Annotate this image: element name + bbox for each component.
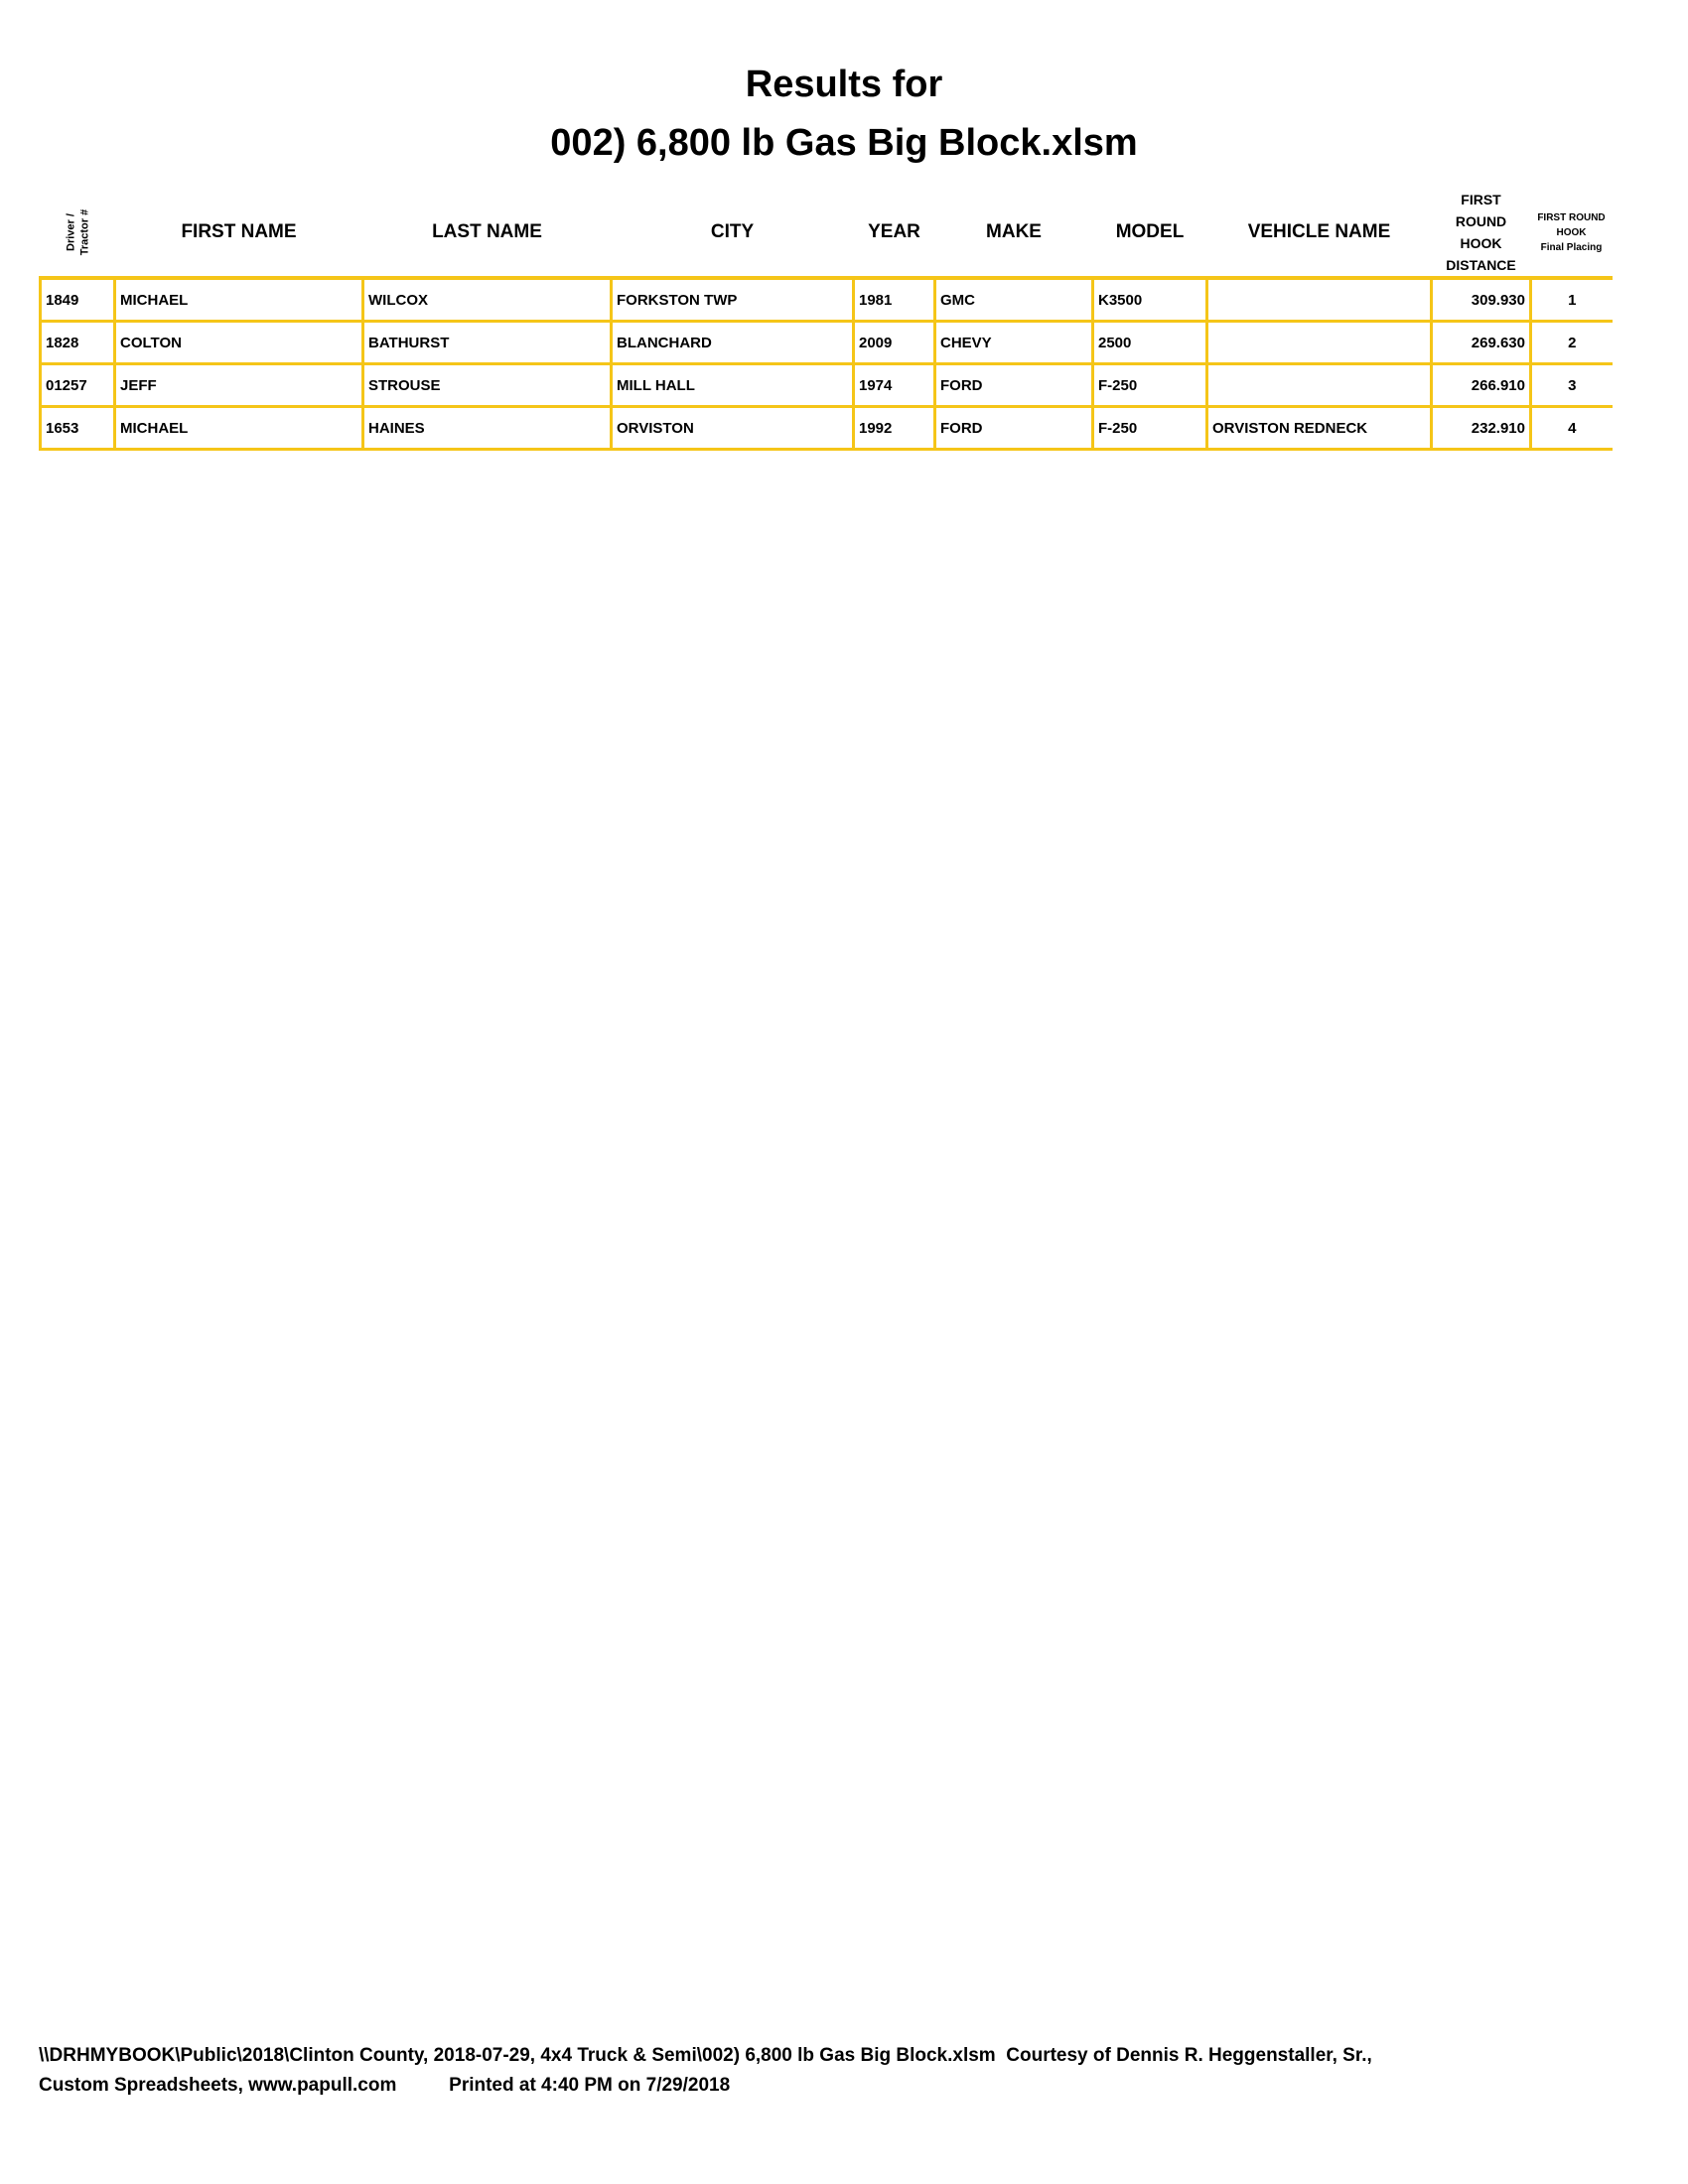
header-placing: FIRST ROUND HOOK Final Placing (1537, 211, 1606, 253)
cell-make: GMC (933, 276, 1094, 323)
cell-vehicle-name (1205, 320, 1433, 365)
header-city: CITY (710, 221, 755, 242)
cell-first-name: COLTON (113, 320, 364, 365)
header-driver: Driver / Tractor # (65, 208, 90, 256)
cell-vehicle-name: ORVISTON REDNECK (1205, 405, 1433, 451)
cell-model: 2500 (1091, 320, 1208, 365)
cell-model: F-250 (1091, 405, 1208, 451)
cell-model: F-250 (1091, 362, 1208, 408)
header-distance: FIRST ROUND HOOK DISTANCE (1446, 192, 1516, 273)
cell-placing: 1 (1529, 276, 1613, 323)
table-row: 1828 COLTON BATHURST BLANCHARD 2009 CHEVY 2500… (39, 320, 1613, 365)
cell-distance: 266.910 (1430, 362, 1532, 408)
cell-make: FORD (933, 362, 1094, 408)
cell-vehicle-name (1205, 362, 1433, 408)
table-row: 1849 MICHAEL WILCOX FORKSTON TWP 1981 GMC K350… (39, 276, 1613, 323)
footer-path: \\DRHMYBOOK\Public\2018\Clinton County, … (39, 2045, 1372, 2066)
header-model: MODEL (1115, 221, 1185, 242)
results-table: Driver / Tractor # FIRST NAME LAST NAME C… (39, 189, 1613, 451)
cell-distance: 232.910 (1430, 405, 1532, 451)
cell-city: ORVISTON (610, 405, 855, 451)
cell-model: K3500 (1091, 276, 1208, 323)
cell-last-name: STROUSE (361, 362, 613, 408)
header-year: YEAR (868, 221, 920, 242)
title-line1: Results for (745, 64, 943, 105)
cell-last-name: BATHURST (361, 320, 613, 365)
cell-placing: 4 (1529, 405, 1613, 451)
cell-year: 1992 (852, 405, 936, 451)
cell-driver-number: 1653 (39, 405, 116, 451)
cell-year: 1981 (852, 276, 936, 323)
cell-driver-number: 1828 (39, 320, 116, 365)
cell-city: BLANCHARD (610, 320, 855, 365)
header-row: Driver / Tractor # FIRST NAME LAST NAME C… (41, 189, 1613, 278)
header-make: MAKE (986, 221, 1042, 242)
cell-city: MILL HALL (610, 362, 855, 408)
header-last-name: LAST NAME (432, 221, 542, 242)
title-line2: 002) 6,800 lb Gas Big Block.xlsm (550, 122, 1138, 164)
cell-make: FORD (933, 405, 1094, 451)
table-row: 01257 JEFF STROUSE MILL HALL 1974 FORD F-250 26… (39, 362, 1613, 408)
cell-make: CHEVY (933, 320, 1094, 365)
cell-distance: 269.630 (1430, 320, 1532, 365)
cell-distance: 309.930 (1430, 276, 1532, 323)
footer-printed: Custom Spreadsheets, www.papull.com Prin… (39, 2075, 731, 2096)
cell-first-name: MICHAEL (113, 276, 364, 323)
cell-driver-number: 1849 (39, 276, 116, 323)
cell-first-name: JEFF (113, 362, 364, 408)
cell-year: 1974 (852, 362, 936, 408)
cell-year: 2009 (852, 320, 936, 365)
cell-driver-number: 01257 (39, 362, 116, 408)
cell-placing: 3 (1529, 362, 1613, 408)
cell-placing: 2 (1529, 320, 1613, 365)
cell-city: FORKSTON TWP (610, 276, 855, 323)
header-vehicle-name: VEHICLE NAME (1247, 221, 1391, 242)
header-first-name: FIRST NAME (181, 221, 297, 242)
cell-first-name: MICHAEL (113, 405, 364, 451)
cell-vehicle-name (1205, 276, 1433, 323)
cell-last-name: HAINES (361, 405, 613, 451)
table-row: 1653 MICHAEL HAINES ORVISTON 1992 FORD F-250 OR… (39, 405, 1613, 451)
cell-last-name: WILCOX (361, 276, 613, 323)
